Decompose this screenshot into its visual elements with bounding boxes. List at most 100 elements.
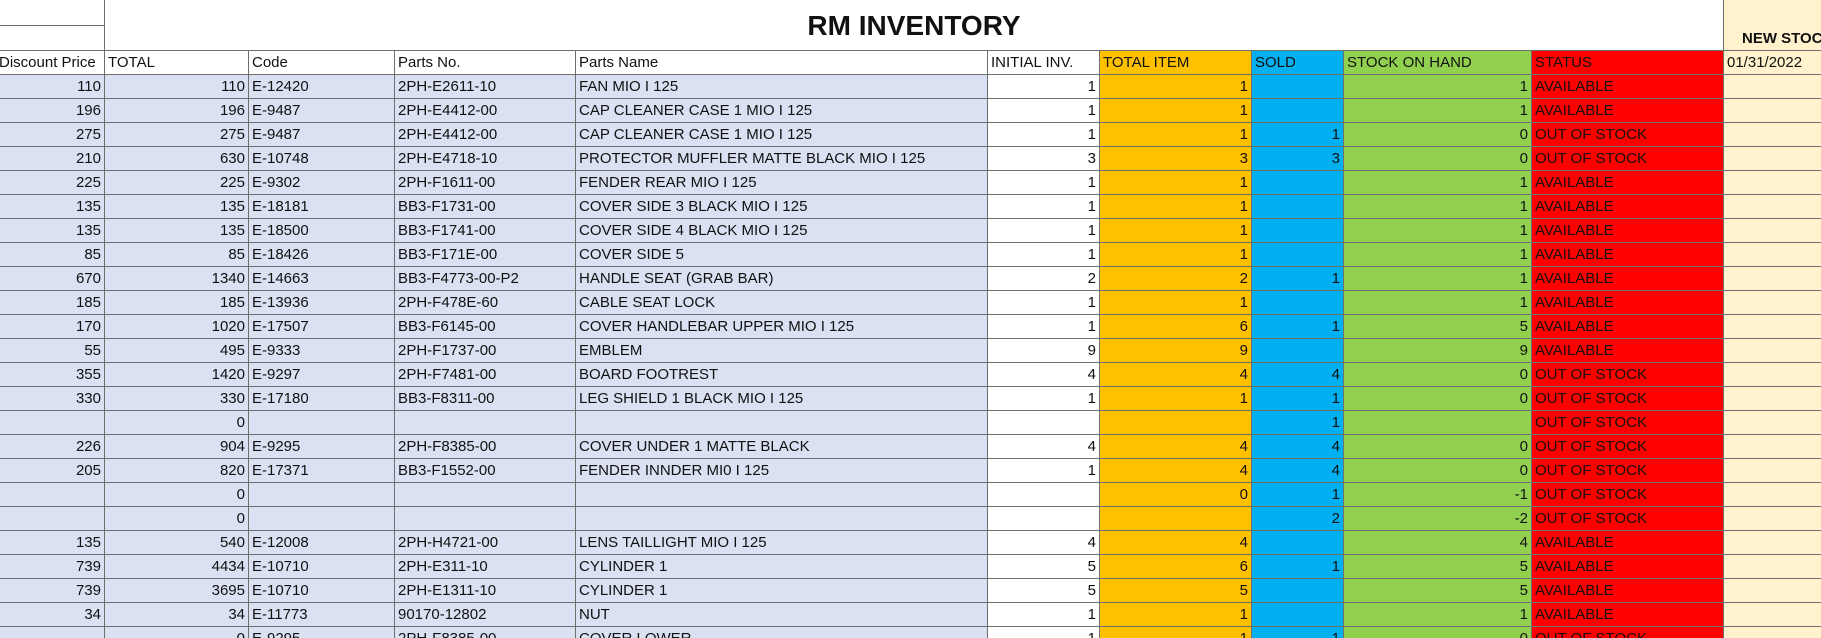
column-header: INITIAL INV.: [988, 51, 1100, 75]
cell: E-17507: [249, 315, 395, 339]
cell: 4: [1344, 531, 1532, 555]
empty-cell: [1252, 99, 1344, 123]
cell: OUT OF STOCK: [1532, 507, 1724, 531]
cell: 1: [988, 387, 1100, 411]
cell: 0: [1344, 123, 1532, 147]
cell: 1: [1252, 411, 1344, 435]
cell: BB3-F1731-00: [395, 195, 576, 219]
empty-cell: [1724, 459, 1821, 483]
cell: 2PH-E4718-10: [395, 147, 576, 171]
cell: 1: [1252, 267, 1344, 291]
cell: 90170-12802: [395, 603, 576, 627]
column-header: Code: [249, 51, 395, 75]
cell: 0: [1344, 387, 1532, 411]
cell: 135: [0, 195, 105, 219]
empty-cell: [576, 411, 988, 435]
cell: COVER UNDER 1 MATTE BLACK: [576, 435, 988, 459]
cell: 4434: [105, 555, 249, 579]
column-header: STOCK ON HAND: [1344, 51, 1532, 75]
cell: 2: [1100, 267, 1252, 291]
cell: 225: [0, 171, 105, 195]
cell: CYLINDER 1: [576, 579, 988, 603]
cell: 5: [988, 579, 1100, 603]
empty-cell: [1252, 339, 1344, 363]
empty-cell: [988, 483, 1100, 507]
empty-cell: [1724, 219, 1821, 243]
cell: 2PH-H4721-00: [395, 531, 576, 555]
empty-cell: [1252, 291, 1344, 315]
empty-cell: [1724, 387, 1821, 411]
cell: PROTECTOR MUFFLER MATTE BLACK MIO I 125: [576, 147, 988, 171]
cell: 2PH-E2611-10: [395, 75, 576, 99]
cell: E-13936: [249, 291, 395, 315]
cell: AVAILABLE: [1532, 291, 1724, 315]
cell: BB3-F6145-00: [395, 315, 576, 339]
cell: COVER LOWER: [576, 627, 988, 638]
cell: 4: [1100, 459, 1252, 483]
cell: 1: [1344, 243, 1532, 267]
cell: 3: [1100, 147, 1252, 171]
cell: 0: [105, 411, 249, 435]
cell: 6: [1100, 315, 1252, 339]
column-header: TOTAL: [105, 51, 249, 75]
cell: 3: [988, 147, 1100, 171]
cell: OUT OF STOCK: [1532, 363, 1724, 387]
cell: 5: [1344, 579, 1532, 603]
blank-cell: [0, 26, 105, 51]
cell: CAP CLEANER CASE 1 MIO I 125: [576, 123, 988, 147]
cell: AVAILABLE: [1532, 555, 1724, 579]
cell: 739: [0, 555, 105, 579]
cell: 5: [1344, 315, 1532, 339]
cell: 739: [0, 579, 105, 603]
column-header: TOTAL ITEM: [1100, 51, 1252, 75]
cell: E-10710: [249, 579, 395, 603]
empty-cell: [1724, 267, 1821, 291]
cell: AVAILABLE: [1532, 99, 1724, 123]
cell: -1: [1344, 483, 1532, 507]
cell: OUT OF STOCK: [1532, 483, 1724, 507]
cell: 3: [1252, 147, 1344, 171]
cell: 1: [1252, 387, 1344, 411]
cell: 904: [105, 435, 249, 459]
cell: 1: [1344, 291, 1532, 315]
cell: OUT OF STOCK: [1532, 123, 1724, 147]
cell: 1340: [105, 267, 249, 291]
cell: E-9295: [249, 435, 395, 459]
cell: 196: [0, 99, 105, 123]
empty-cell: [249, 483, 395, 507]
cell: 1: [1100, 627, 1252, 638]
cell: E-18181: [249, 195, 395, 219]
cell: E-9302: [249, 171, 395, 195]
empty-cell: [1724, 411, 1821, 435]
cell: 4: [1252, 435, 1344, 459]
cell: 2PH-E4412-00: [395, 123, 576, 147]
cell: 540: [105, 531, 249, 555]
empty-cell: [1252, 75, 1344, 99]
cell: CAP CLEANER CASE 1 MIO I 125: [576, 99, 988, 123]
cell: BB3-F1552-00: [395, 459, 576, 483]
cell: 1: [988, 459, 1100, 483]
cell: 0: [1344, 147, 1532, 171]
empty-cell: [0, 507, 105, 531]
cell: 4: [988, 531, 1100, 555]
new-stock-date: 01/31/2022: [1724, 51, 1821, 75]
empty-cell: [988, 411, 1100, 435]
cell: FENDER INNDER MI0 I 125: [576, 459, 988, 483]
empty-cell: [1724, 291, 1821, 315]
cell: E-17180: [249, 387, 395, 411]
empty-cell: [988, 507, 1100, 531]
empty-cell: [1252, 219, 1344, 243]
cell: E-9487: [249, 99, 395, 123]
cell: 135: [0, 531, 105, 555]
cell: 355: [0, 363, 105, 387]
empty-cell: [0, 483, 105, 507]
cell: 85: [105, 243, 249, 267]
cell: 135: [0, 219, 105, 243]
empty-cell: [1724, 75, 1821, 99]
cell: E-10748: [249, 147, 395, 171]
cell: 1: [988, 171, 1100, 195]
cell: 5: [1344, 555, 1532, 579]
cell: 1: [1344, 195, 1532, 219]
cell: 185: [105, 291, 249, 315]
cell: 4: [1100, 531, 1252, 555]
